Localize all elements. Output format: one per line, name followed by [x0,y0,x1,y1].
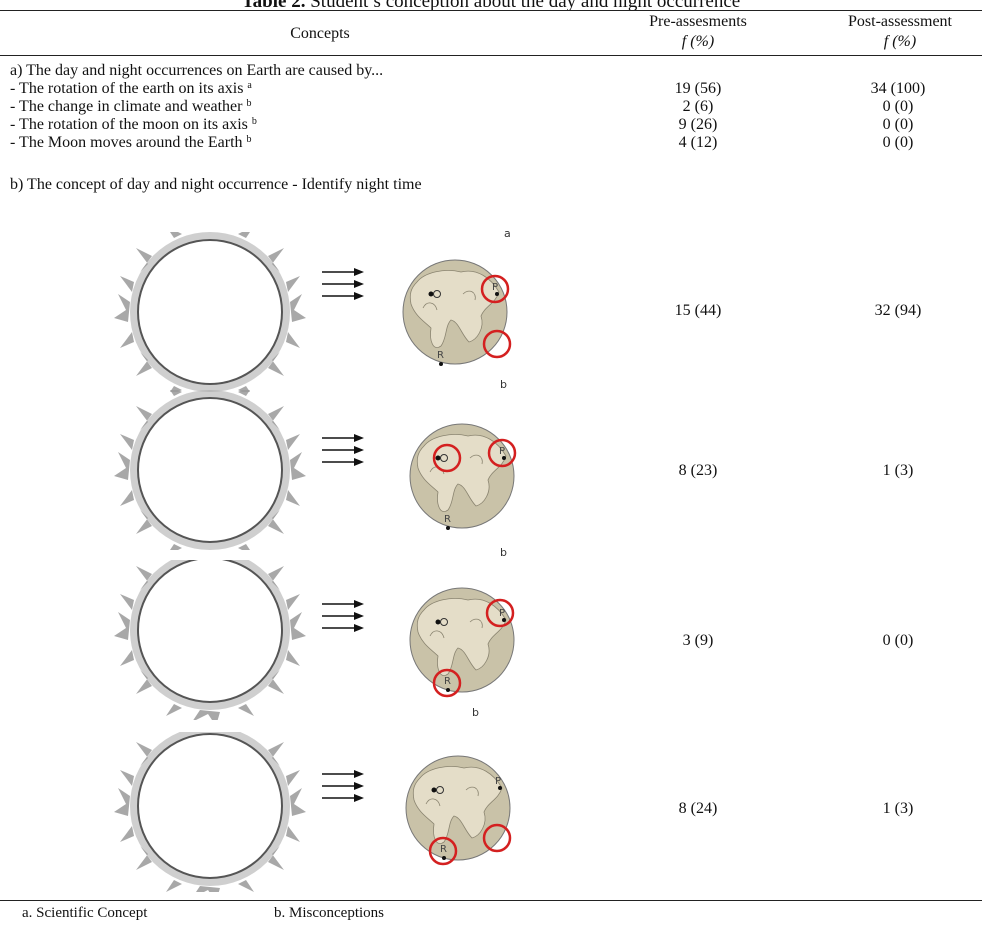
pre-value: 9 (26) [678,116,718,133]
pre-value: 8 (24) [678,800,718,817]
sun-earth-diagram: P R [113,533,515,727]
sun-earth-diagram: P R [113,215,512,409]
sunlight-arrows-icon [321,433,365,467]
globe-label-p: P [492,282,498,293]
bottom-rule [0,900,982,901]
post-value: 0 (0) [882,116,914,133]
top-rule [0,10,982,11]
globe-label-p: P [495,776,501,787]
diagram-row: P R b [90,373,550,567]
header-rule [0,55,982,56]
red-circle-icon [482,823,512,853]
header-pre-label: Pre-assesments [649,13,747,30]
globe-label-p: P [499,608,505,619]
diagram-tag: b [500,378,507,391]
footnote-a: a. Scientific Concept [22,905,148,921]
header-post-label: Post-assessment [848,13,952,30]
sun-icon [113,533,307,727]
diagram-tag: b [472,706,479,719]
sun-earth-diagram: P R [113,373,517,567]
red-circle-icon [432,668,462,698]
post-value: 0 (0) [882,134,914,151]
diagram-tag: b [500,546,507,559]
globe-label-r: R [440,844,447,855]
globe-label-r: R [444,676,451,687]
diagram-row: P R b [90,706,550,903]
red-circle-icon [480,274,510,304]
concept-mark: b [251,116,257,127]
pre-value: 15 (44) [674,302,722,319]
pre-value: 19 (56) [674,80,722,97]
sun-icon [113,215,307,409]
sun-icon [113,709,307,903]
caption-text: Student’s conception about the day and n… [305,0,741,12]
concept-mark: a [247,80,252,91]
concept-text: - The rotation of the moon on its axis [10,116,252,133]
header-post: Post-assessment f (%) [818,12,982,52]
earth-globe-icon [409,587,515,693]
post-value: 0 (0) [882,632,914,649]
header-pre-freq: f (%) [681,33,715,50]
sun-icon [113,373,307,567]
concept-text: - The change in climate and weather [10,98,247,115]
caption-label: Table 2. [241,0,306,12]
red-circle-icon [485,598,515,628]
section-a-row: - The change in climate and weather b [10,98,251,116]
concept-mark: b [246,134,252,145]
section-a-title: a) The day and night occurrences on Eart… [10,62,384,79]
pre-value: 4 (12) [678,134,718,151]
concept-mark: b [246,98,252,109]
globe-label-p: P [499,446,505,457]
footnote-b: b. Misconceptions [274,905,384,921]
globe-label-r: R [444,514,451,525]
header-post-freq: f (%) [883,33,917,50]
red-circle-icon [432,443,462,473]
post-value: 32 (94) [874,302,922,319]
section-a-row: - The rotation of the earth on its axis … [10,80,252,98]
pre-value: 2 (6) [682,98,714,115]
sunlight-arrows-icon [321,769,365,803]
post-value: 0 (0) [882,98,914,115]
section-a-row: - The rotation of the moon on its axis b [10,116,257,134]
post-value: 1 (3) [882,800,914,817]
red-circle-icon [487,438,517,468]
sunlight-arrows-icon [321,267,365,301]
post-value: 1 (3) [882,462,914,479]
post-value: 34 (100) [870,80,926,97]
diagram-tag: a [504,227,511,240]
pre-value: 3 (9) [682,632,714,649]
globe-label-r: R [437,350,444,361]
sunlight-arrows-icon [321,599,365,633]
sun-earth-diagram: P R [113,709,512,903]
header-concepts: Concepts [290,25,350,42]
diagram-row: P R a [90,215,550,409]
diagram-row: P R b [90,533,550,727]
red-circle-icon [482,329,512,359]
section-b-title: b) The concept of day and night occurren… [10,176,422,193]
concept-text: - The rotation of the earth on its axis [10,80,248,97]
earth-globe-icon [405,755,511,861]
section-a-row: - The Moon moves around the Earth b [10,134,252,152]
concept-text: - The Moon moves around the Earth [10,134,247,151]
pre-value: 8 (23) [678,462,718,479]
red-circle-icon [428,836,458,866]
table-caption: Table 2. Student’s conception about the … [0,0,982,13]
header-pre: Pre-assesments f (%) [618,12,778,52]
